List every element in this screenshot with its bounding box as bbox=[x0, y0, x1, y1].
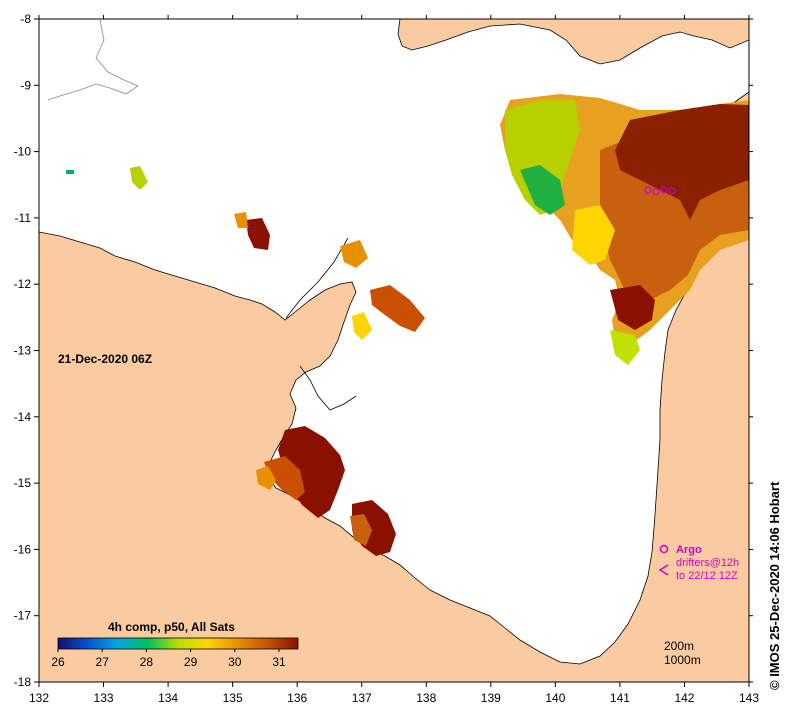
y-tick-label: -9 bbox=[20, 78, 31, 92]
y-tick-label: -13 bbox=[14, 344, 32, 358]
x-tick-label: 135 bbox=[223, 691, 243, 705]
x-tick-label: 142 bbox=[674, 691, 694, 705]
depth-200m: 200m bbox=[664, 639, 694, 653]
imos-credit: © IMOS 25-Dec-2020 14:06 Hobart bbox=[767, 481, 782, 690]
colorbar-gradient bbox=[57, 637, 299, 650]
coast-detail-1 bbox=[285, 237, 349, 319]
x-tick-label: 133 bbox=[94, 691, 114, 705]
y-tick-label: -17 bbox=[14, 609, 32, 623]
colorbar-label: 30 bbox=[228, 655, 242, 669]
colorbar-label: 26 bbox=[51, 655, 65, 669]
x-tick-label: 140 bbox=[545, 691, 565, 705]
x-tick-label: 136 bbox=[287, 691, 307, 705]
argo-markers bbox=[644, 186, 676, 196]
colorbar-label: 28 bbox=[140, 655, 154, 669]
x-axis: 132 133 134 135 136 137 138 139 140 141 142 143 bbox=[29, 15, 759, 705]
x-tick-label: 134 bbox=[158, 691, 178, 705]
legend: Argo drifters@12h to 22/12 12Z bbox=[658, 544, 739, 582]
colorbar-labels: 26 27 28 29 30 31 bbox=[51, 649, 286, 669]
y-tick-label: -16 bbox=[14, 542, 32, 556]
y-tick-label: -8 bbox=[20, 12, 31, 26]
coast-detail-2 bbox=[299, 365, 357, 411]
argo-legend-icon bbox=[659, 544, 669, 554]
y-tick-label: -11 bbox=[15, 211, 32, 225]
colorbar-label: 27 bbox=[96, 655, 110, 669]
x-tick-label: 141 bbox=[610, 691, 630, 705]
sst-patches bbox=[66, 94, 749, 556]
timestamp-label: 21-Dec-2020 06Z bbox=[58, 352, 152, 366]
x-tick-label: 139 bbox=[481, 691, 501, 705]
legend-argo: Argo bbox=[676, 544, 702, 556]
colorbar-title: 4h comp, p50, All Sats bbox=[108, 620, 235, 634]
legend-to: to 22/12 12Z bbox=[676, 570, 738, 582]
y-tick-label: -18 bbox=[14, 675, 32, 689]
land-arnhem-land bbox=[39, 189, 749, 682]
y-tick-label: -14 bbox=[14, 410, 32, 424]
y-tick-label: -12 bbox=[14, 277, 32, 291]
x-tick-label: 138 bbox=[416, 691, 436, 705]
colorbar-label: 29 bbox=[184, 655, 198, 669]
land-islands-west bbox=[47, 19, 139, 101]
x-tick-label: 132 bbox=[29, 691, 49, 705]
colorbar-label: 31 bbox=[272, 655, 286, 669]
drifter-legend-icon bbox=[658, 564, 669, 576]
y-tick-label: -10 bbox=[14, 145, 32, 159]
legend-drifters: drifters@12h bbox=[676, 557, 739, 569]
land-new-guinea bbox=[397, 19, 749, 65]
x-tick-label: 137 bbox=[352, 691, 372, 705]
y-axis: -8 -9 -10 -11 -12 -13 -14 -15 -16 -17 -18 bbox=[14, 12, 753, 689]
x-tick-label: 143 bbox=[739, 691, 759, 705]
depth-1000m: 1000m bbox=[664, 653, 701, 667]
y-tick-label: -15 bbox=[14, 476, 32, 490]
colorbar bbox=[57, 637, 299, 650]
